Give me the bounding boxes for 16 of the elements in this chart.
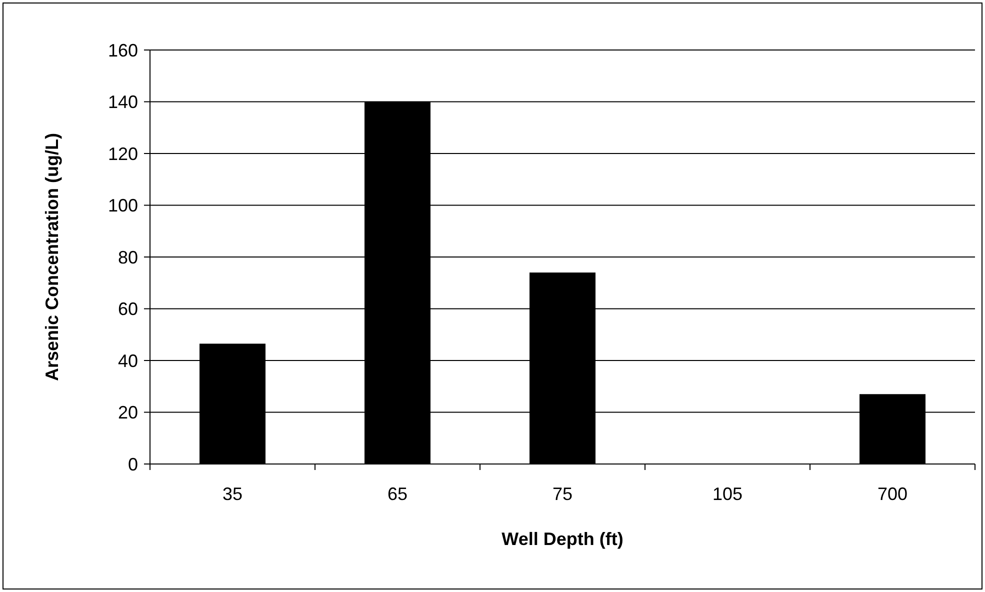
x-tick-label: 105 xyxy=(712,484,743,504)
x-tick-label: 75 xyxy=(552,484,573,504)
x-tick-label: 35 xyxy=(222,484,243,504)
y-tick-label: 60 xyxy=(118,299,138,320)
y-tick-label: 80 xyxy=(118,247,138,268)
x-tick-label: 700 xyxy=(877,484,908,504)
y-tick-label: 20 xyxy=(118,402,138,423)
x-axis-title: Well Depth (ft) xyxy=(502,529,624,549)
y-tick-label: 140 xyxy=(108,92,138,112)
x-tick-label: 65 xyxy=(387,484,408,504)
y-tick-label: 40 xyxy=(118,350,138,371)
y-tick-label: 100 xyxy=(108,196,138,216)
y-tick-label: 0 xyxy=(128,454,138,474)
y-tick-label: 120 xyxy=(108,144,138,164)
y-tick-label: 160 xyxy=(108,40,138,60)
y-axis-title: Arsenic Concentration (ug/L) xyxy=(42,132,62,382)
